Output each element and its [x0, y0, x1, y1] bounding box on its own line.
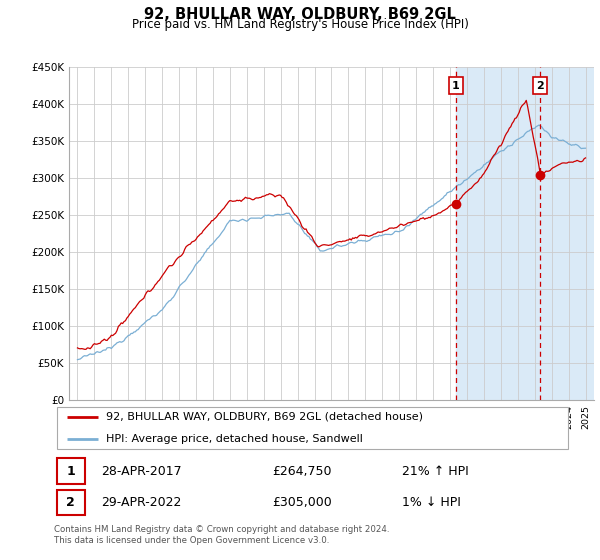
Text: 28-APR-2017: 28-APR-2017	[101, 465, 181, 478]
FancyBboxPatch shape	[56, 459, 85, 484]
FancyBboxPatch shape	[56, 407, 568, 449]
Text: £264,750: £264,750	[272, 465, 331, 478]
FancyBboxPatch shape	[56, 490, 85, 515]
Text: 29-APR-2022: 29-APR-2022	[101, 496, 181, 509]
Text: £305,000: £305,000	[272, 496, 332, 509]
Text: 1: 1	[452, 81, 460, 91]
Text: Price paid vs. HM Land Registry's House Price Index (HPI): Price paid vs. HM Land Registry's House …	[131, 18, 469, 31]
Text: 1: 1	[67, 465, 75, 478]
Text: 21% ↑ HPI: 21% ↑ HPI	[402, 465, 469, 478]
Text: HPI: Average price, detached house, Sandwell: HPI: Average price, detached house, Sand…	[106, 434, 363, 444]
Text: 2: 2	[67, 496, 75, 509]
Bar	[455, 67, 594, 400]
Text: 92, BHULLAR WAY, OLDBURY, B69 2GL (detached house): 92, BHULLAR WAY, OLDBURY, B69 2GL (detac…	[106, 412, 423, 422]
Text: Contains HM Land Registry data © Crown copyright and database right 2024.
This d: Contains HM Land Registry data © Crown c…	[54, 525, 389, 545]
Text: 2: 2	[536, 81, 544, 91]
Text: 92, BHULLAR WAY, OLDBURY, B69 2GL: 92, BHULLAR WAY, OLDBURY, B69 2GL	[144, 7, 456, 22]
Text: 1% ↓ HPI: 1% ↓ HPI	[402, 496, 461, 509]
